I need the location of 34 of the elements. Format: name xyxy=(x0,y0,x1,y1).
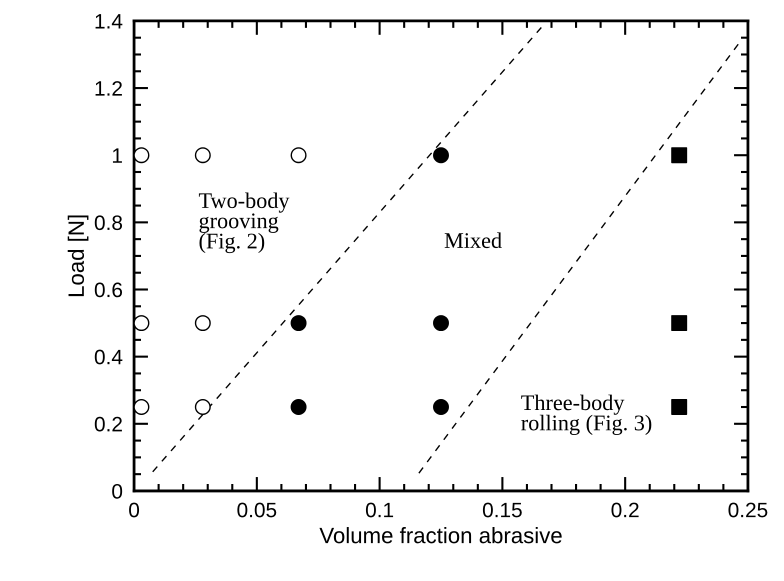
x-tick-label: 0.1 xyxy=(366,502,394,518)
point xyxy=(194,399,211,415)
point xyxy=(290,399,307,415)
y-tick-label: 1.2 xyxy=(96,81,122,96)
y-tick-label: 0.4 xyxy=(94,350,122,364)
point xyxy=(134,315,150,332)
point xyxy=(194,147,211,164)
annotation: Two-body grooving (Fig. 2) xyxy=(198,192,290,254)
point xyxy=(433,399,449,415)
point xyxy=(290,147,307,164)
point xyxy=(671,315,688,332)
point xyxy=(290,315,307,332)
annotation: Mixed xyxy=(444,232,502,248)
point xyxy=(671,147,688,164)
y-tick-label: 0 xyxy=(112,484,122,499)
y-tick-label: 0.8 xyxy=(94,215,122,230)
y-tick-label: 1 xyxy=(112,148,122,163)
y-axis-title: Load [N] xyxy=(68,216,88,296)
y-tick-label: 1.4 xyxy=(96,14,122,28)
x-tick-label: 0 xyxy=(129,502,140,518)
annotation: Three-body rolling (Fig. 3) xyxy=(521,394,652,436)
x-tick-label: 0.2 xyxy=(611,502,639,518)
point xyxy=(433,315,449,332)
point xyxy=(134,399,150,415)
point xyxy=(194,315,211,332)
point xyxy=(671,399,688,415)
point xyxy=(134,147,150,164)
x-axis-title: Volume fraction abrasive xyxy=(319,527,562,544)
x-tick-label: 0.15 xyxy=(482,502,522,518)
x-tick-label: 0.05 xyxy=(237,502,276,518)
point xyxy=(433,147,449,164)
y-tick-label: 0.6 xyxy=(94,282,122,298)
y-tick-label: 0.2 xyxy=(94,416,122,432)
x-tick-label: 0.25 xyxy=(728,502,768,518)
